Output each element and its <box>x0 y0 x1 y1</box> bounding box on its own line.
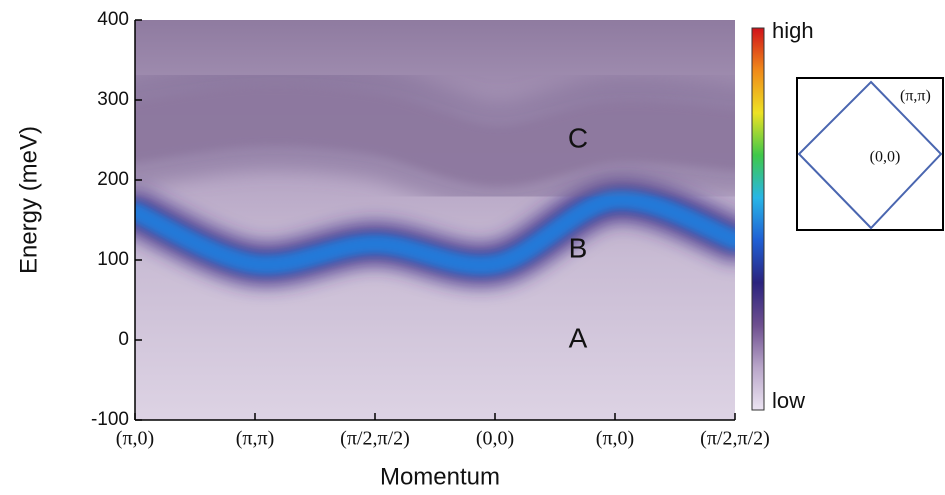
bands <box>135 60 735 357</box>
x-tick-label: (π,0) <box>596 428 634 450</box>
colorbar-high-label: high <box>772 18 814 43</box>
x-axis-label: Momentum <box>380 463 500 490</box>
inset-label: (0,0) <box>870 149 901 166</box>
x-tick-label: (0,0) <box>476 428 514 450</box>
inset-label: (π,π) <box>900 88 931 105</box>
band <box>135 189 735 276</box>
y-tick-label: -100 <box>91 409 129 430</box>
band-label: A <box>569 322 588 353</box>
band-label: B <box>569 232 588 263</box>
y-tick-label: 0 <box>118 329 129 350</box>
brillouin-zone <box>797 80 943 230</box>
y-tick-label: 300 <box>97 89 129 110</box>
colorbar <box>751 27 765 411</box>
colorbar-low-label: low <box>772 388 805 413</box>
x-tick-label: (π/2,π/2) <box>340 428 410 450</box>
y-tick-label: 200 <box>97 169 129 190</box>
y-tick-label: 400 <box>97 9 129 30</box>
inset-box <box>796 77 944 231</box>
x-tick-label: (π,0) <box>116 428 154 450</box>
band-label: C <box>568 122 588 153</box>
y-tick-label: 100 <box>97 249 129 270</box>
x-tick-label: (π,π) <box>236 428 275 450</box>
y-axis-label: Energy (meV) <box>15 126 42 274</box>
x-tick-label: (π/2,π/2) <box>700 428 770 450</box>
band <box>135 85 735 187</box>
